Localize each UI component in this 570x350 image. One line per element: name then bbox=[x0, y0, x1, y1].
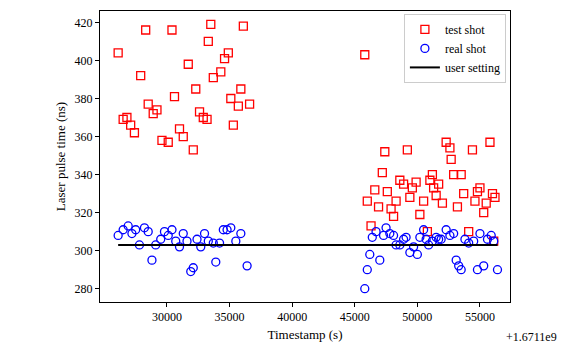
svg-text:320: 320 bbox=[75, 206, 93, 220]
svg-text:35000: 35000 bbox=[215, 310, 245, 324]
svg-text:40000: 40000 bbox=[277, 310, 307, 324]
svg-text:Timestamp (s): Timestamp (s) bbox=[268, 327, 343, 342]
svg-text:user setting: user setting bbox=[445, 61, 500, 75]
svg-text:50000: 50000 bbox=[402, 310, 432, 324]
svg-text:400: 400 bbox=[75, 54, 93, 68]
svg-text:Laser pulse time (ns): Laser pulse time (ns) bbox=[53, 102, 68, 211]
svg-text:+1.6711e9: +1.6711e9 bbox=[506, 330, 557, 344]
svg-text:45000: 45000 bbox=[340, 310, 370, 324]
svg-text:380: 380 bbox=[75, 92, 93, 106]
svg-text:360: 360 bbox=[75, 130, 93, 144]
svg-text:340: 340 bbox=[75, 168, 93, 182]
svg-text:280: 280 bbox=[75, 282, 93, 296]
svg-text:test shot: test shot bbox=[445, 23, 485, 37]
svg-text:real shot: real shot bbox=[445, 42, 487, 56]
svg-text:55000: 55000 bbox=[465, 310, 495, 324]
svg-text:30000: 30000 bbox=[152, 310, 182, 324]
svg-text:300: 300 bbox=[75, 244, 93, 258]
svg-text:420: 420 bbox=[75, 16, 93, 30]
